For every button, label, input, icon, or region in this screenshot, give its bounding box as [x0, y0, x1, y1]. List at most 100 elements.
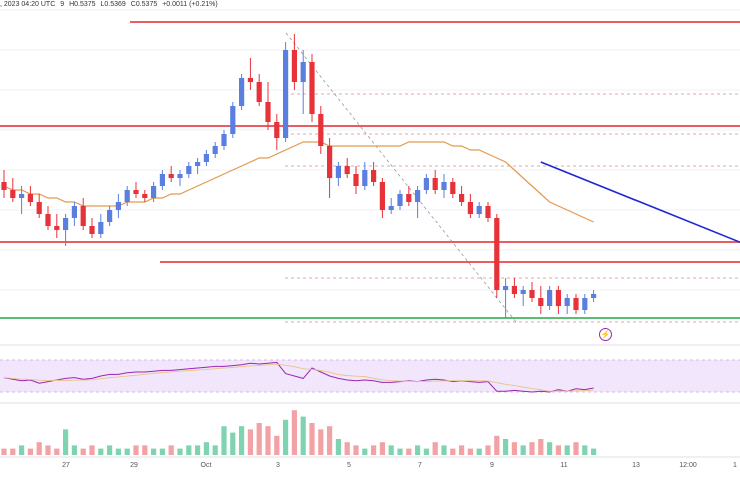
ohlc-date: , 2023 04:20 UTC: [0, 1, 56, 8]
volume-bar: [450, 448, 456, 455]
candle-body: [265, 102, 271, 122]
volume-bar: [151, 448, 157, 455]
candle-body: [27, 194, 33, 202]
candle-body: [71, 206, 77, 218]
volume-bar: [133, 445, 139, 455]
candle-body: [283, 50, 289, 138]
candle-body: [406, 194, 412, 202]
candle-body: [115, 202, 121, 210]
x-tick-label: 12:00: [679, 462, 697, 469]
candle-body: [397, 194, 403, 206]
candle-body: [459, 194, 465, 202]
volume-bar: [274, 435, 280, 455]
candle-body: [239, 78, 245, 106]
volume-bar: [309, 423, 315, 455]
volume-bar: [230, 432, 236, 455]
volume-bar: [221, 426, 227, 455]
candle-body: [159, 174, 165, 186]
candle-body: [371, 170, 377, 182]
x-tick-label: 29: [130, 462, 138, 469]
candle-body: [45, 214, 51, 226]
candle-body: [538, 298, 544, 306]
x-tick-label: 9: [490, 462, 494, 469]
volume-bar: [291, 410, 297, 455]
x-tick-label: 1: [733, 462, 737, 469]
candle-body: [133, 190, 139, 194]
candle-body: [591, 294, 597, 298]
volume-bar: [415, 445, 421, 455]
volume-bar: [186, 445, 192, 455]
volume-bar: [318, 429, 324, 455]
volume-bar: [511, 442, 517, 455]
volume-bar: [327, 426, 333, 455]
candle-body: [362, 170, 368, 186]
volume-bar: [362, 448, 368, 455]
candle-body: [547, 290, 553, 306]
candle-body: [98, 222, 104, 234]
volume-bar: [388, 445, 394, 455]
volume-bar: [379, 442, 385, 455]
volume-bar: [159, 448, 165, 455]
volume-bar: [36, 442, 42, 455]
x-tick-label: 27: [62, 462, 70, 469]
volume-bar: [573, 442, 579, 455]
volume-bar: [441, 445, 447, 455]
candle-body: [353, 174, 359, 186]
volume-bar: [27, 448, 33, 455]
volume-bar: [423, 448, 429, 455]
volume-bar: [71, 445, 77, 455]
volume-bar: [283, 419, 289, 455]
volume-bar: [63, 429, 69, 455]
volume-bar: [203, 442, 209, 455]
candle-body: [485, 206, 491, 218]
candle-body: [151, 186, 157, 198]
candle-body: [432, 178, 438, 190]
volume-bar: [485, 445, 491, 455]
volume-bar: [353, 445, 359, 455]
rsi-band: [0, 360, 740, 392]
volume-bar: [177, 448, 183, 455]
candle-body: [54, 226, 60, 230]
volume-bar: [142, 445, 148, 455]
candle-body: [327, 146, 333, 178]
volume-bar: [397, 448, 403, 455]
volume-bar: [520, 445, 526, 455]
volume-bar: [98, 448, 104, 455]
candle-body: [80, 206, 86, 226]
candle-body: [503, 286, 509, 290]
candle-body: [379, 182, 385, 210]
candle-body: [511, 286, 517, 294]
volume-bar: [344, 442, 350, 455]
candle-body: [177, 174, 183, 178]
candle-body: [274, 122, 280, 138]
volume-bar: [54, 448, 60, 455]
x-tick-label: 11: [560, 462, 567, 469]
volume-bar: [195, 445, 201, 455]
candle-body: [221, 134, 227, 146]
x-tick-label: Oct: [201, 462, 212, 469]
candle-body: [309, 62, 315, 114]
volume-bar: [124, 448, 130, 455]
volume-bar: [529, 442, 535, 455]
volume-bar: [432, 442, 438, 455]
candle-body: [335, 166, 341, 178]
candle-body: [1, 182, 7, 190]
lightning-icon[interactable]: ⚡: [599, 328, 612, 341]
volume-bar: [45, 445, 51, 455]
volume-bar: [89, 445, 95, 455]
candle-body: [19, 194, 25, 198]
candle-body: [415, 190, 421, 202]
candle-body: [247, 78, 253, 82]
volume-bar: [80, 448, 86, 455]
candle-body: [36, 202, 42, 214]
ohlc-high: H0.5375: [69, 1, 96, 8]
candle-body: [291, 50, 297, 82]
candle-body: [212, 146, 218, 154]
candle-body: [564, 298, 570, 306]
ohlc-close: C0.5375: [130, 1, 158, 8]
volume-bar: [538, 439, 544, 455]
volume-bar: [467, 448, 473, 455]
candle-body: [195, 162, 201, 166]
